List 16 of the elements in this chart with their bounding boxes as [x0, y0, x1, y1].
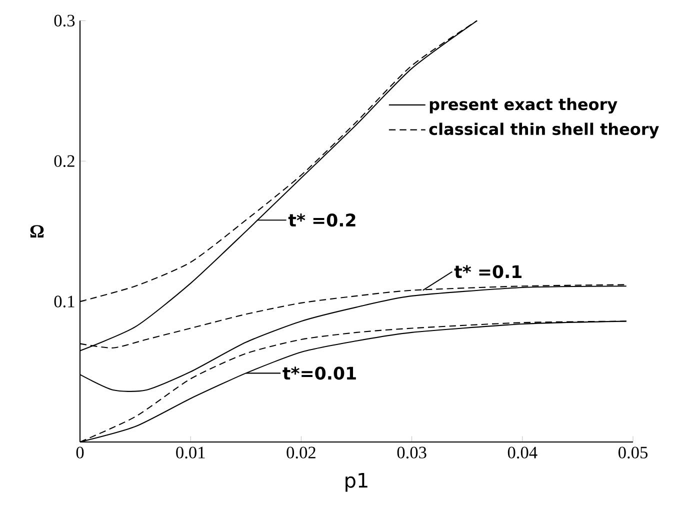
annotation: t* =0.2: [288, 214, 356, 227]
annotation: t* =0.1: [454, 265, 522, 278]
y-tick-label: 0.3: [54, 14, 75, 27]
y-axis-title: Ω: [30, 225, 44, 238]
x-tick-label: 0.04: [508, 446, 538, 458]
legend-label: classical thin shell theory: [429, 122, 659, 138]
y-tick-label: 0.1: [54, 296, 74, 308]
legend-label: present exact theory: [430, 98, 618, 114]
x-tick-label: 0: [76, 446, 84, 458]
x-tick-label: 0.02: [286, 446, 316, 458]
x-axis-title: p1: [346, 472, 368, 492]
x-tick-label: 0.03: [397, 446, 426, 458]
y-tick-label: 0.2: [54, 155, 74, 167]
annotation: t*=0.01: [282, 366, 356, 380]
x-tick-label: 0.05: [618, 446, 648, 458]
x-tick-label: 0.01: [176, 446, 205, 458]
